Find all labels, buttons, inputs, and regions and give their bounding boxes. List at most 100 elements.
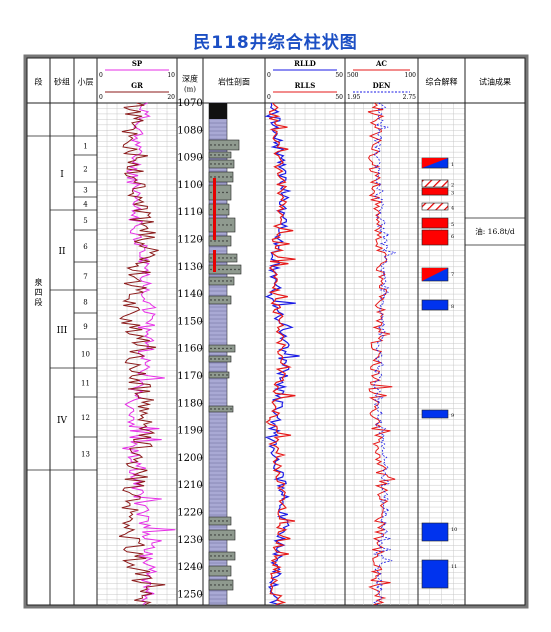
sandstone-dot (226, 374, 228, 376)
sublayer-label: 13 (81, 451, 90, 459)
sandstone-bed (208, 579, 234, 591)
sandstone-bed (208, 295, 232, 305)
interp-oil-layer (421, 229, 449, 246)
sublayer-label: 9 (83, 323, 87, 331)
ac-min: 500 (347, 72, 359, 79)
sandstone-dot (214, 408, 216, 410)
sp-min: 0 (99, 72, 103, 79)
sandstone-dot (226, 299, 228, 301)
sandstone-dot (226, 257, 228, 259)
depth-tick-label: 1180 (177, 398, 202, 409)
sandstone-dot (226, 240, 228, 242)
depth-tick-label: 1080 (177, 125, 202, 136)
rlls-curve (265, 102, 296, 606)
sandstone-dot (214, 154, 216, 156)
sandstone-dot (222, 520, 224, 522)
resistivity-track-grid (265, 102, 345, 605)
depth-tick-label: 1160 (177, 344, 202, 355)
rlls-min: 0 (267, 94, 271, 101)
sandstone-bed (208, 551, 236, 561)
sandstone-bed (208, 159, 235, 169)
sandstone-dot (210, 144, 212, 146)
sandstone-dot (222, 268, 224, 271)
sandstone-dot (226, 280, 228, 282)
interp-id-label: 4 (451, 206, 454, 212)
rlld-curve (264, 102, 300, 606)
sandstone-dot (218, 299, 220, 301)
sandstone-dot (218, 374, 220, 376)
sandstone-bed (208, 151, 232, 159)
sandstone-dot (210, 280, 212, 282)
header-sublayer: 小层 (78, 78, 94, 87)
depth-tick-label: 1200 (177, 453, 202, 464)
page-title: 民118井综合柱状图 (193, 33, 358, 53)
sandstone-dot (214, 358, 216, 360)
sandstone-dot (218, 224, 220, 226)
sandstone-dot (230, 257, 232, 259)
ac-max: 100 (405, 72, 417, 79)
sandstone-dot (218, 257, 220, 259)
sandstone-dot (214, 176, 216, 178)
sandstone-dot (222, 176, 224, 178)
sandstone-dot (226, 358, 228, 360)
sandstone-dot (210, 358, 212, 360)
sandstone-dot (214, 374, 216, 376)
sandstone-dot (218, 268, 220, 271)
sandstone-dot (222, 163, 224, 165)
gr-curve (118, 102, 166, 606)
sandstone-dot (226, 570, 228, 572)
interp-id-label: 7 (451, 272, 454, 278)
sandstone-dot (214, 280, 216, 282)
sandstone-dot (222, 555, 224, 557)
interp-id-label: 1 (451, 162, 454, 168)
interp-id-label: 10 (451, 527, 457, 533)
depth-tick-label: 1100 (177, 180, 202, 191)
sand-group-label: IV (57, 416, 68, 426)
rlls-name: RLLS (295, 81, 316, 90)
sand-group-label: II (58, 247, 66, 257)
interp-id-label: 5 (451, 222, 454, 228)
sandstone-dot (226, 224, 228, 226)
rlld-min: 0 (267, 72, 271, 79)
interp-water-layer (421, 559, 449, 589)
sandstone-dot (226, 154, 228, 156)
header-interpretation: 综合解释 (426, 77, 458, 87)
sp-max: 10 (167, 72, 175, 79)
sandstone-dot (218, 408, 220, 410)
depth-tick-label: 1240 (177, 562, 202, 573)
sandstone-dot (218, 570, 220, 572)
sandstone-dot (222, 584, 224, 586)
depth-tick-label: 1070 (177, 98, 202, 109)
gr-name: GR (131, 81, 143, 90)
depth-tick-label: 1220 (177, 508, 202, 519)
interp-id-label: 6 (451, 234, 454, 240)
header-lithology: 岩性剖面 (218, 77, 250, 87)
rlld-name: RLLD (294, 59, 316, 68)
sand-group-label: I (60, 170, 64, 180)
sandstone-dot (230, 280, 232, 282)
sandstone-dot (214, 144, 216, 146)
interp-id-label: 9 (451, 413, 454, 419)
depth-tick-label: 1170 (177, 371, 202, 382)
sandstone-dot (210, 240, 212, 242)
sandstone-dot (226, 163, 228, 165)
sublayer-label: 5 (83, 217, 87, 225)
sandstone-dot (222, 240, 224, 242)
sandstone-dot (230, 224, 232, 226)
sandstone-dot (222, 570, 224, 572)
rlld-max: 50 (335, 72, 343, 79)
sandstone-dot (218, 144, 220, 146)
sandstone-dot (210, 163, 212, 165)
sandstone-bed (208, 355, 232, 363)
interp-oil-layer (421, 217, 449, 229)
sublayer-label: 8 (83, 299, 87, 307)
sandstone-dot (218, 358, 220, 360)
sandstone-bed (208, 139, 240, 151)
sublayer-label: 2 (83, 166, 87, 174)
sandstone-dot (210, 257, 212, 259)
interp-water-layer (421, 522, 449, 542)
sandstone-dot (210, 224, 212, 226)
depth-tick-label: 1210 (177, 480, 202, 491)
sublayer-label: 7 (83, 273, 87, 281)
